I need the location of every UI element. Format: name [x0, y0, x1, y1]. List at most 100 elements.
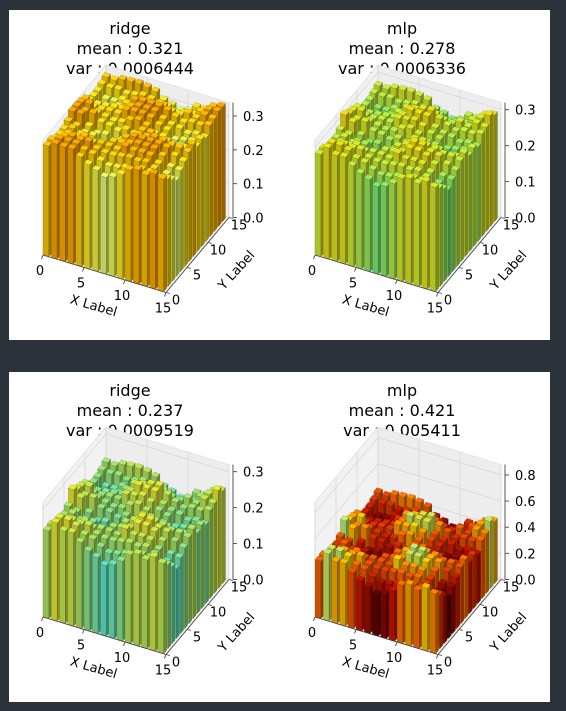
bar-top-face: [392, 554, 403, 561]
bar-top-face: [112, 549, 122, 556]
bar-top-face: [203, 505, 214, 511]
x-tick: [123, 279, 126, 285]
bar-top-face: [426, 535, 436, 542]
bar-top-face: [372, 156, 382, 163]
bar-top-face: [331, 556, 341, 563]
bar-top-face: [446, 582, 456, 588]
bar-top-face: [410, 99, 420, 106]
bar-top-face: [113, 470, 124, 477]
bar-top-face: [348, 523, 358, 530]
z-tick-label: 0.2: [515, 140, 536, 155]
bar-top-face: [401, 114, 412, 121]
figure-top-svg: ridge mean : 0.321 var : 0.0006444 05101…: [36, 19, 536, 320]
bar-front-face: [124, 552, 132, 645]
bar-top-face: [83, 545, 94, 552]
bar-top-face: [414, 497, 424, 504]
bar: [157, 173, 167, 293]
bar-top-face: [451, 126, 461, 133]
x-tick-label: 0: [308, 626, 316, 641]
bar-side-face: [163, 175, 167, 293]
bar-top-face: [137, 490, 148, 497]
bar-top-face: [369, 88, 379, 94]
bar-top-face: [405, 143, 415, 150]
bar-top-face: [376, 149, 386, 156]
bar: [91, 165, 102, 273]
bar: [404, 579, 415, 647]
bar-top-face: [418, 510, 428, 516]
bar-top-face: [418, 104, 428, 110]
y-tick-label: 5: [465, 269, 473, 284]
bar-top-face: [154, 480, 164, 487]
bar-top-face: [360, 523, 370, 529]
bar-top-face: [409, 155, 419, 162]
bar-top-face: [162, 105, 173, 112]
y-tick-label: 15: [503, 581, 520, 596]
y-tick: [479, 604, 485, 606]
bar: [339, 558, 349, 627]
bar-top-face: [396, 161, 407, 168]
bar-top-face: [142, 82, 152, 88]
bar-side-face: [439, 591, 444, 650]
bar-top-face: [421, 176, 431, 183]
bar-front-face: [108, 563, 115, 640]
bar-top-face: [377, 91, 387, 98]
bar-top-face: [414, 514, 424, 521]
bar: [116, 169, 126, 280]
bar-top-face: [331, 150, 341, 156]
bar-top-face: [121, 105, 131, 111]
bar-top-face: [446, 151, 456, 158]
bar-top-face: [360, 139, 370, 146]
z-tick-label: 0.8: [515, 469, 536, 484]
bar-top-face: [421, 582, 431, 589]
bar-side-face: [452, 175, 456, 273]
bar: [67, 143, 77, 265]
bar-side-face: [485, 123, 490, 233]
bar-top-face: [100, 171, 110, 178]
y-tick: [437, 292, 443, 294]
bar-side-face: [435, 183, 439, 293]
bar-top-face: [149, 163, 159, 170]
figure-top: ridge mean : 0.321 var : 0.0006444 0 5 10 1…: [9, 10, 550, 340]
bar-top-face: [463, 111, 474, 117]
bar-top-face: [442, 159, 452, 166]
bar-top-face: [153, 158, 164, 165]
bar-top-face: [91, 552, 102, 558]
bar-front-face: [42, 144, 50, 258]
bar-top-face: [446, 132, 457, 139]
y-tick-label: 10: [210, 606, 227, 621]
bar-top-face: [430, 122, 440, 129]
bar-front-face: [92, 555, 99, 635]
bar-top-face: [463, 138, 473, 145]
bar-top-face: [335, 124, 346, 131]
subplot-mlp-top: mlp mean : 0.278 var : 0.0006336 0510150…: [308, 19, 536, 320]
bar-top-face: [121, 489, 131, 495]
bar-top-face: [100, 129, 111, 136]
bar-top-face: [373, 487, 383, 494]
x-tick-label: 10: [386, 651, 403, 666]
bar-top-face: [195, 519, 205, 526]
bar-top-face: [87, 534, 98, 540]
bar-top-face: [207, 498, 218, 504]
bar-top-face: [105, 491, 115, 498]
bar-front-face: [339, 155, 346, 265]
bar-top-face: [100, 516, 111, 523]
bar-front-face: [141, 173, 148, 288]
bar-top-face: [467, 535, 477, 542]
z-tick-label: 0.1: [515, 176, 536, 191]
bar-top-face: [409, 562, 419, 568]
bar: [421, 582, 431, 652]
bar-side-face: [205, 520, 209, 605]
x-axis-label: X Label: [68, 655, 118, 683]
bar-top-face: [88, 130, 98, 137]
bar-top-face: [413, 535, 424, 542]
bar-top-face: [195, 134, 205, 140]
subplot-title-mean: mean : 0.278: [349, 39, 456, 58]
bar-side-face: [218, 107, 222, 228]
bar-top-face: [454, 562, 465, 569]
bar-top-face: [384, 171, 394, 178]
bar-top-face: [351, 153, 362, 160]
bar-side-face: [494, 111, 498, 223]
bar-top-face: [418, 527, 428, 534]
bar-front-face: [372, 592, 379, 637]
bar-top-face: [195, 120, 205, 127]
